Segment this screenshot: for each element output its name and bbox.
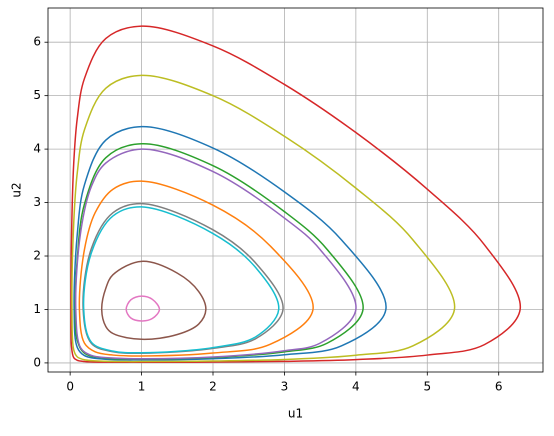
orbit-line	[125, 295, 161, 322]
x-tick-label: 0	[66, 380, 74, 394]
y-tick-label: 6	[33, 35, 41, 49]
orbit-line	[82, 206, 280, 354]
orbit-line	[73, 125, 387, 361]
x-tick-label: 4	[352, 380, 360, 394]
orbit-line	[74, 148, 357, 360]
orbit-line	[70, 25, 521, 364]
x-axis-label: u1	[288, 407, 303, 421]
orbit-line	[71, 74, 456, 363]
y-tick-label: 2	[33, 249, 41, 263]
y-tick-label: 1	[33, 302, 41, 316]
ticks: 0 1 2 3 4 5 6 0 1 2 3 4 5 6	[33, 35, 502, 394]
y-tick-label: 4	[33, 142, 41, 156]
x-tick-label: 3	[281, 380, 289, 394]
lines	[70, 25, 521, 364]
y-tick-label: 0	[33, 355, 41, 369]
plot-area	[48, 8, 543, 372]
x-tick-label: 6	[495, 380, 503, 394]
y-tick-label: 5	[33, 88, 41, 102]
x-tick-label: 2	[209, 380, 217, 394]
orbit-line	[78, 180, 314, 357]
y-tick-label: 3	[33, 195, 41, 209]
x-tick-label: 1	[138, 380, 146, 394]
y-axis-label: u2	[10, 182, 24, 197]
x-tick-label: 5	[423, 380, 431, 394]
orbit-line	[100, 260, 207, 341]
axes-frame	[47, 7, 544, 373]
